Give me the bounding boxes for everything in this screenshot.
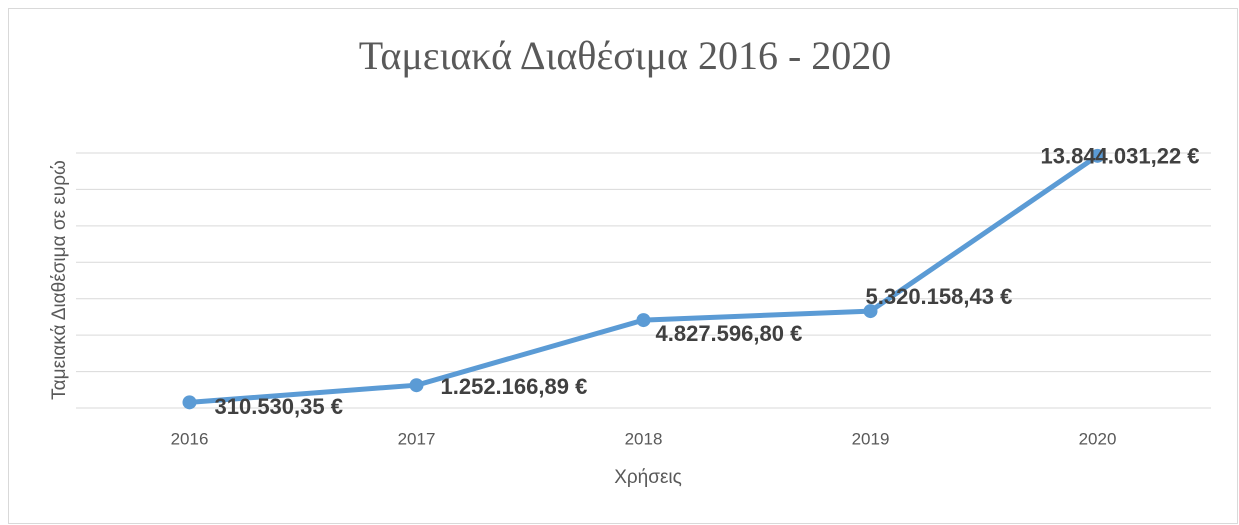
point <box>1090 148 1105 163</box>
data-label: 310.530,35 € <box>215 394 343 419</box>
point <box>636 313 651 328</box>
data-label: 5.320.158,43 € <box>866 284 1013 309</box>
point <box>182 395 197 410</box>
x-tick-label: 2018 <box>625 429 663 448</box>
chart-border <box>8 8 1238 524</box>
y-axis-label: Ταμειακά Διαθέσιμα σε ευρώ <box>49 160 70 400</box>
x-axis-label: Χρήσεις <box>614 467 682 488</box>
chart-title: Ταμειακά Διαθέσιμα 2016 - 2020 <box>359 33 892 78</box>
x-tick-label: 2017 <box>398 429 436 448</box>
data-label: 4.827.596,80 € <box>656 321 803 346</box>
x-tick-label: 2020 <box>1079 429 1117 448</box>
data-label: 13.844.031,22 € <box>1041 144 1200 169</box>
x-tick-label: 2016 <box>171 429 209 448</box>
x-tick-label: 2019 <box>852 429 890 448</box>
point <box>863 304 878 319</box>
data-label: 1.252.166,89 € <box>441 374 588 399</box>
point <box>409 378 424 393</box>
